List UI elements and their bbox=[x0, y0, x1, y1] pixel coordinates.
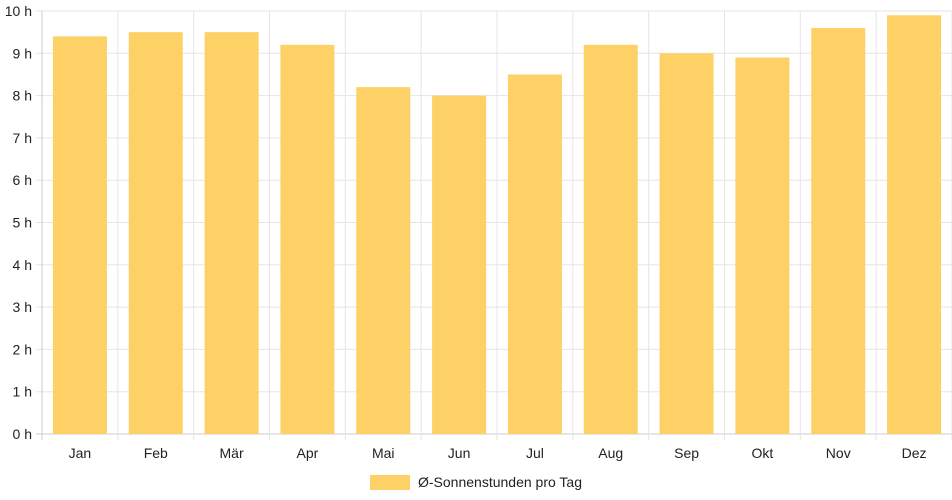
x-tick-label: Aug bbox=[598, 445, 623, 461]
y-tick-label: 9 h bbox=[13, 45, 32, 61]
x-tick-label: Dez bbox=[902, 445, 927, 461]
y-tick-label: 2 h bbox=[13, 341, 32, 357]
bar-8[interactable] bbox=[659, 53, 714, 435]
y-tick-label: 4 h bbox=[13, 257, 32, 273]
y-tick-label: 5 h bbox=[13, 215, 32, 231]
x-tick-label: Apr bbox=[297, 445, 319, 461]
legend-swatch bbox=[370, 475, 410, 490]
bar-2[interactable] bbox=[204, 32, 259, 435]
bar-1[interactable] bbox=[128, 32, 183, 435]
x-tick-label: Sep bbox=[674, 445, 699, 461]
bar-6[interactable] bbox=[507, 74, 562, 434]
legend-label: Ø-Sonnenstunden pro Tag bbox=[418, 474, 582, 490]
y-tick-label: 8 h bbox=[13, 88, 32, 104]
y-axis-tick-labels: 0 h 1 h 2 h 3 h 4 h 5 h 6 h 7 h 8 h 9 h 10 h bbox=[5, 3, 32, 442]
y-tick-label: 7 h bbox=[13, 130, 32, 146]
x-tick-label: Jun bbox=[448, 445, 471, 461]
x-axis-tick-labels: Jan Feb Mär Apr Mai Jun Jul Aug Sep Okt Nov Dez bbox=[69, 445, 927, 461]
bar-0[interactable] bbox=[52, 36, 107, 434]
bar-10[interactable] bbox=[811, 27, 866, 434]
bar-3[interactable] bbox=[280, 44, 335, 435]
bar-4[interactable] bbox=[356, 87, 411, 434]
y-tick-label: 6 h bbox=[13, 172, 32, 188]
x-tick-label: Okt bbox=[752, 445, 774, 461]
bars bbox=[52, 15, 942, 435]
bar-11[interactable] bbox=[887, 15, 942, 434]
y-tick-label: 10 h bbox=[5, 3, 32, 19]
bar-5[interactable] bbox=[432, 95, 487, 434]
x-tick-label: Feb bbox=[144, 445, 168, 461]
y-tick-label: 3 h bbox=[13, 299, 32, 315]
x-tick-label: Mär bbox=[220, 445, 244, 461]
x-tick-label: Jul bbox=[526, 445, 544, 461]
x-tick-label: Nov bbox=[826, 445, 851, 461]
grid-lines bbox=[36, 10, 952, 440]
y-tick-label: 0 h bbox=[13, 426, 32, 442]
x-tick-label: Jan bbox=[69, 445, 92, 461]
bar-9[interactable] bbox=[735, 57, 790, 434]
legend[interactable]: Ø-Sonnenstunden pro Tag bbox=[370, 474, 582, 490]
y-tick-label: 1 h bbox=[13, 384, 32, 400]
x-tick-label: Mai bbox=[372, 445, 395, 461]
bar-7[interactable] bbox=[583, 44, 638, 435]
